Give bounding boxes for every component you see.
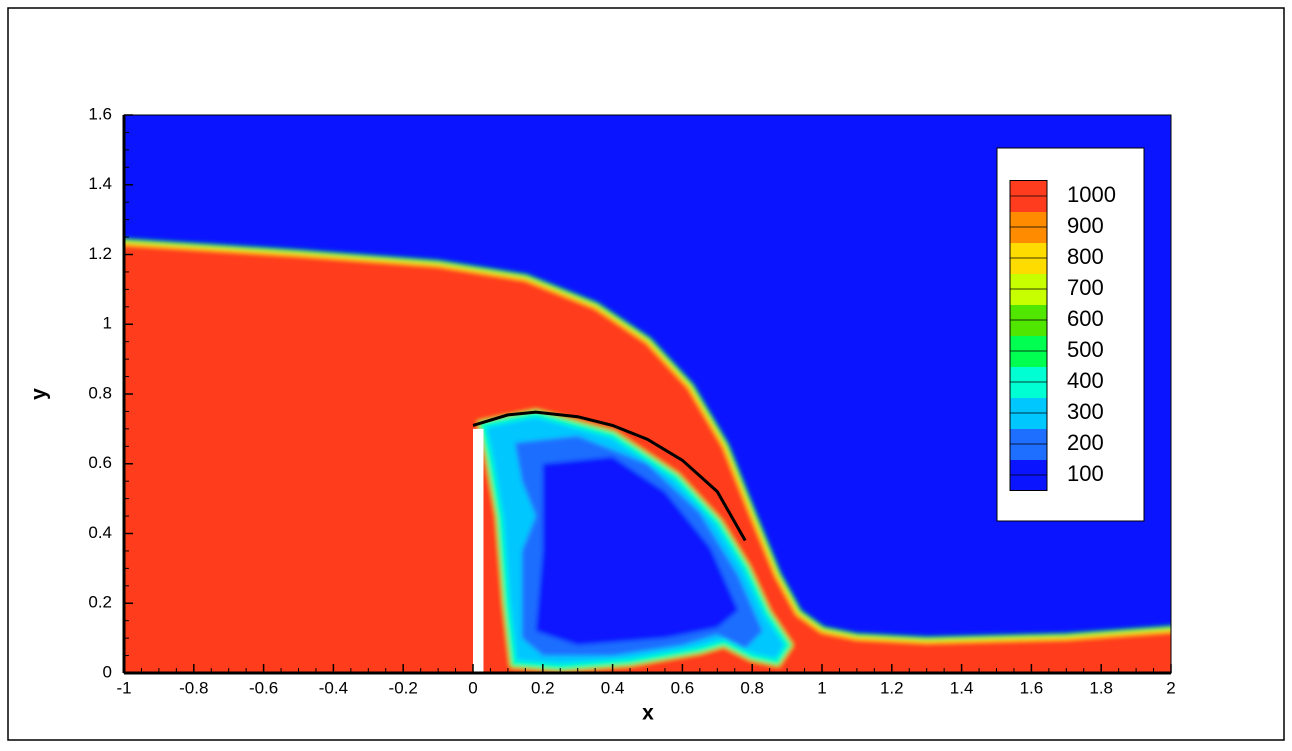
x-tick-label: 1 [817,678,826,697]
x-tick-label: 0.8 [740,678,764,697]
curve [472,410,747,542]
colorbar-label: 500 [1067,337,1104,362]
y-tick-label: 1.2 [88,244,112,263]
x-tick-label: 1.4 [950,678,974,697]
x-tick-label: 0.6 [671,678,695,697]
y-tick-label: 1 [103,314,112,333]
colorbar-border [1009,180,1048,491]
x-tick-label: -0.4 [319,678,348,697]
x-tick-label: 1.6 [1020,678,1044,697]
x-tick-label: 0.2 [531,678,555,697]
y-tick-label: 0 [103,662,112,681]
x-axis-label: x [642,702,654,725]
colorbar-label: 100 [1067,461,1104,486]
x-tick-label: 0.4 [601,678,625,697]
y-axis-label: y [28,388,51,400]
cavity-deep [535,456,739,646]
colorbar-label: 600 [1067,306,1104,331]
x-tick-label: 1.2 [880,678,904,697]
x-tick-label: -0.6 [249,678,278,697]
y-tick-label: 0.8 [88,383,112,402]
x-tick-label: 1.8 [1089,678,1113,697]
colorbar-label: 1000 [1067,182,1116,207]
y-tick-label: 0.2 [88,593,112,612]
y-tick-label: 1.4 [88,174,112,193]
y-tick-label: 1.6 [88,104,112,123]
x-tick-label: -0.8 [179,678,208,697]
x-tick-label: -1 [116,678,131,697]
colorbar-label: 900 [1067,213,1104,238]
colorbar-label: 300 [1067,399,1104,424]
y-tick-label: 0.6 [88,453,112,472]
wall [473,428,484,673]
colorbar-label: 800 [1067,244,1104,269]
frame [7,7,1285,741]
field-layers [124,238,1171,673]
colorbar-label: 200 [1067,430,1104,455]
contour-field [124,115,1171,673]
x-tick-label: 0 [468,678,477,697]
x-tick-label: 2 [1166,678,1175,697]
x-tick-label: -0.2 [389,678,418,697]
colorbar-label: 400 [1067,368,1104,393]
y-tick-label: 0.4 [88,523,112,542]
colorbar-label: 700 [1067,275,1104,300]
